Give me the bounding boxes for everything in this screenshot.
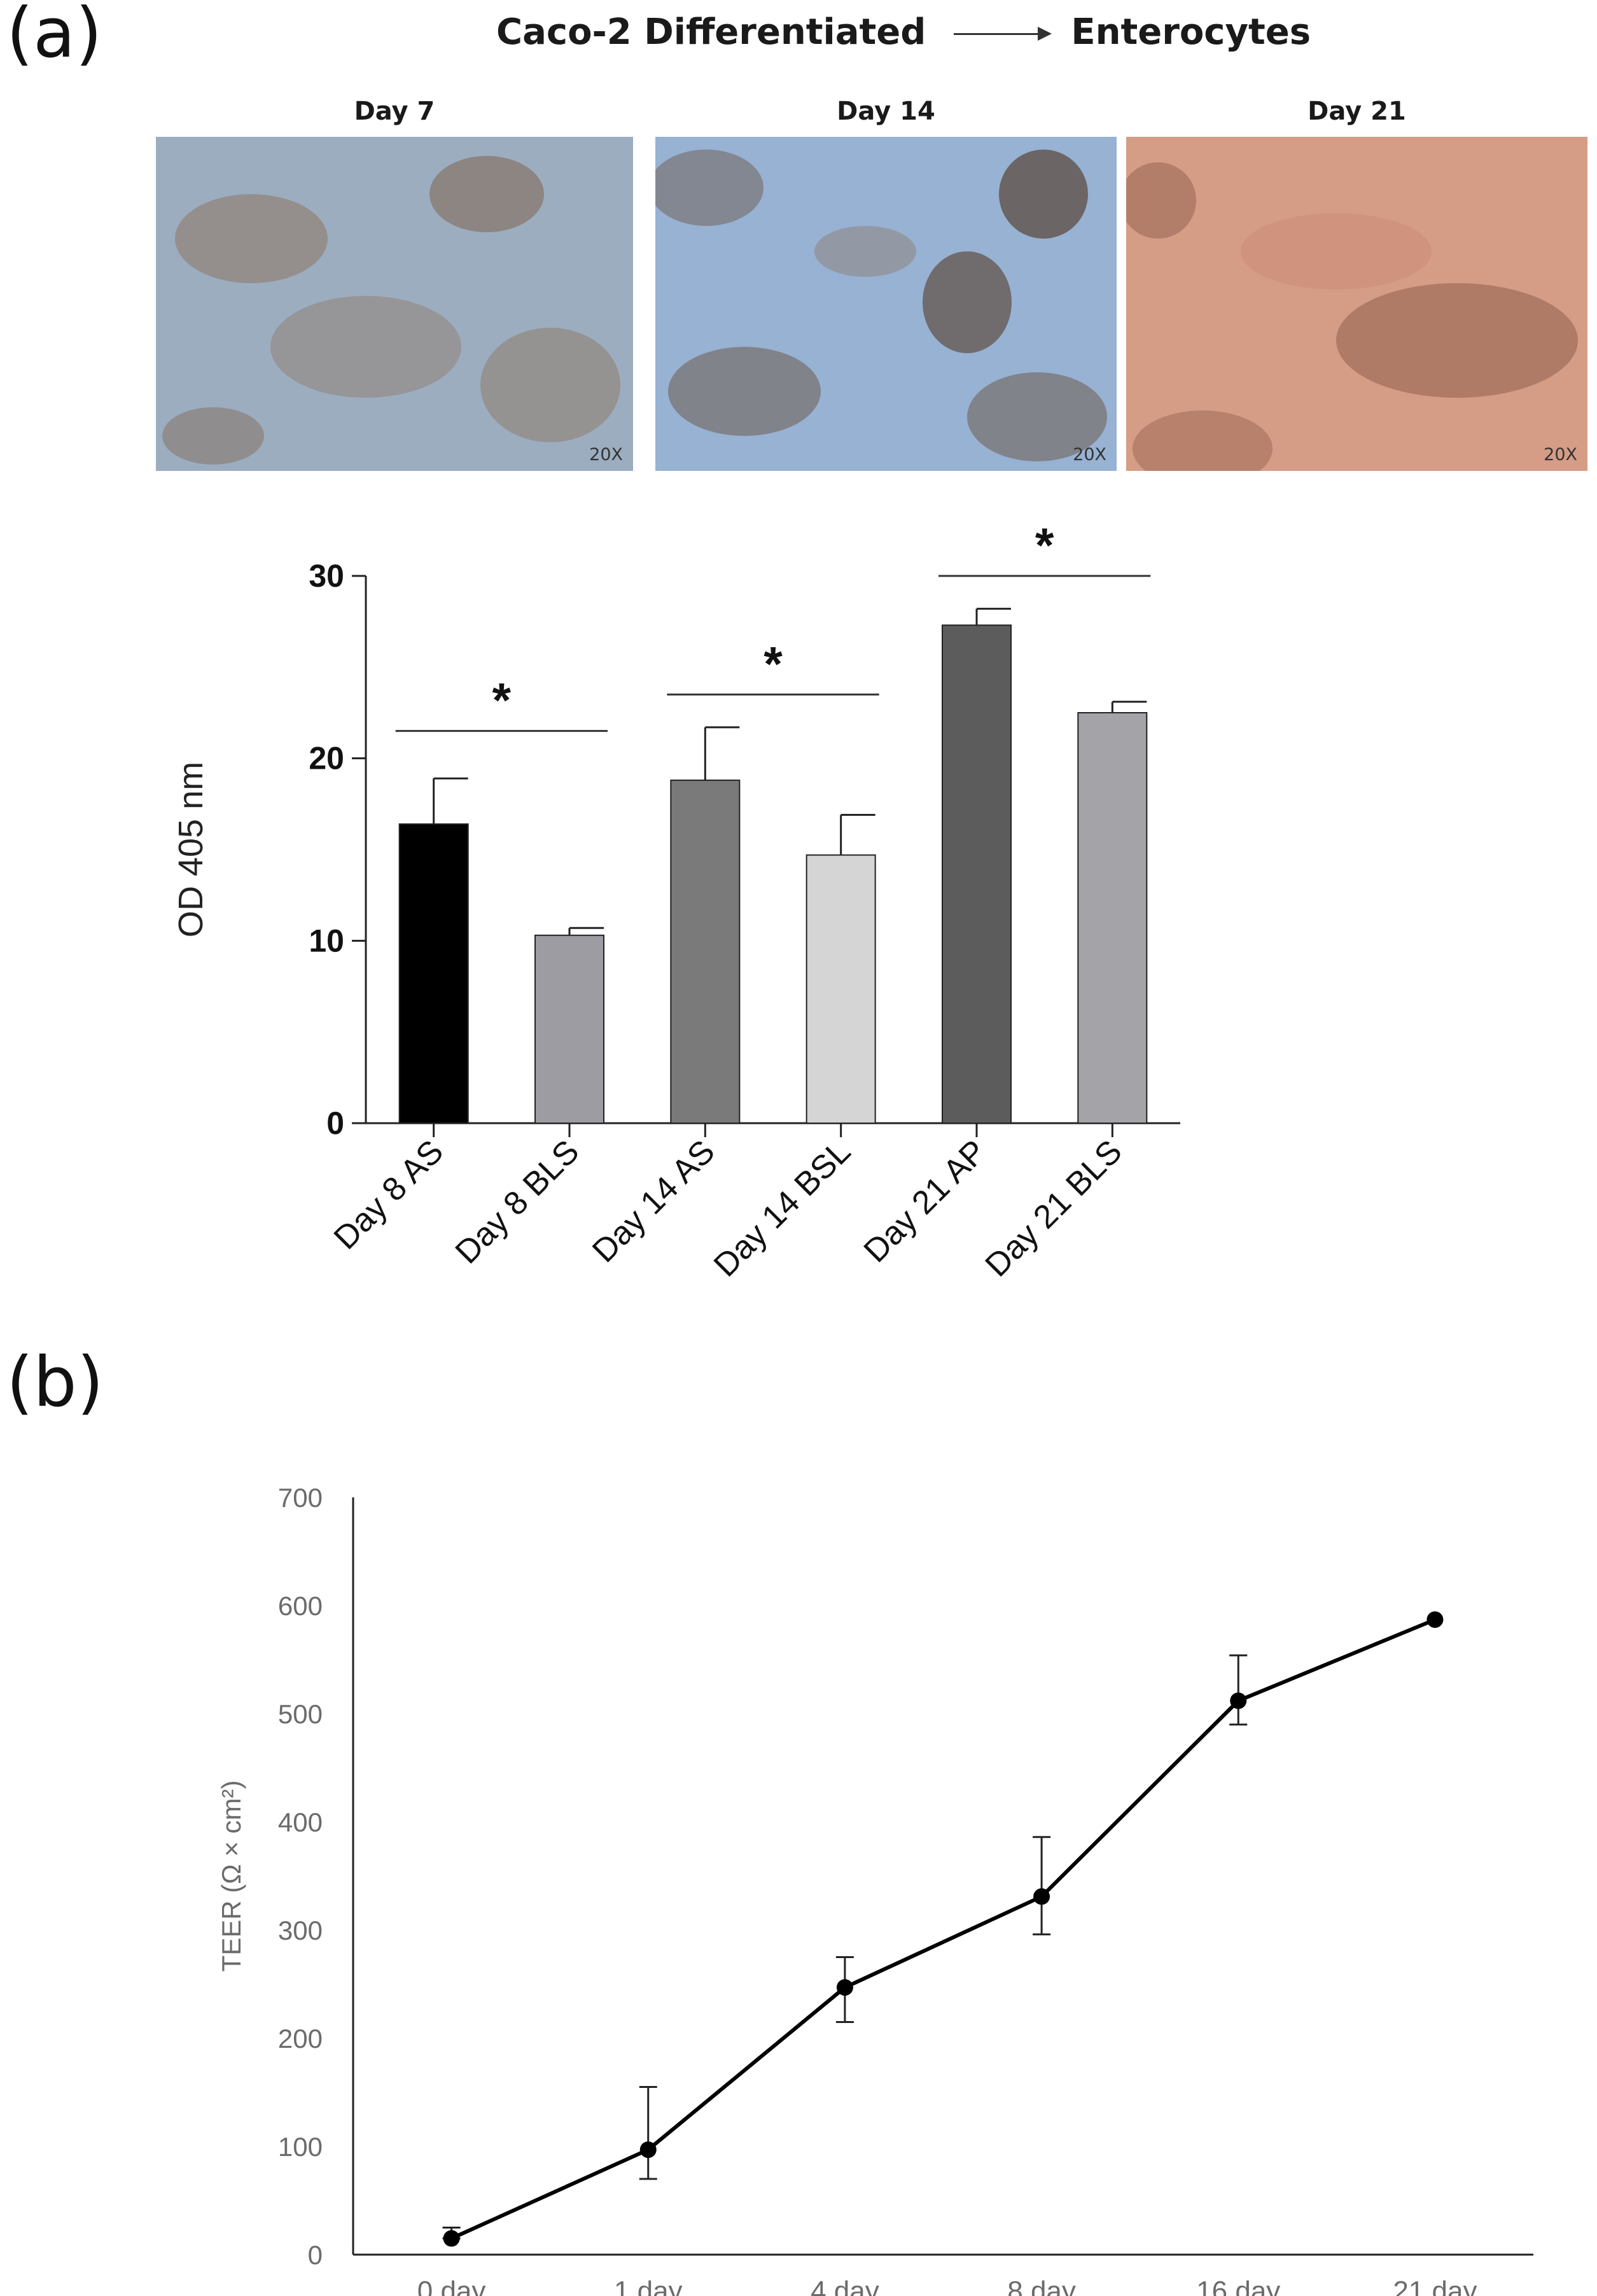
y-tick-label: 400	[278, 1807, 323, 1837]
bar	[1077, 712, 1148, 1124]
x-tick-label: Day 14 AS	[585, 1133, 722, 1270]
bar	[942, 624, 1012, 1124]
data-point	[1230, 1692, 1247, 1709]
y-tick-label: 10	[309, 923, 344, 958]
panel-a-label: (a)	[6, 0, 102, 73]
magnification-label: 20X	[589, 445, 623, 465]
data-point	[836, 1979, 853, 1996]
micrograph-label-day-21: Day 21	[1308, 97, 1406, 126]
stain-blob	[162, 407, 264, 465]
y-axis-label: OD 405 nm	[172, 762, 210, 937]
y-axis-label: TEER (Ω × cm²)	[216, 1781, 246, 1972]
stain-blob	[429, 156, 544, 232]
bar	[670, 780, 741, 1124]
stain-blob	[1241, 213, 1432, 290]
x-tick-label: 1 day	[614, 2276, 683, 2296]
stain-blob	[923, 251, 1012, 353]
y-tick-label: 700	[278, 1483, 323, 1513]
line-chart-axes	[352, 1497, 1533, 2256]
figure-title: Caco-2 Differentiated Enterocytes	[496, 11, 1311, 53]
stain-blob	[480, 328, 620, 442]
x-tick-label: 4 day	[811, 2276, 879, 2296]
micrograph-image-day-21	[1126, 137, 1587, 471]
micrograph-day-21: 20X	[1126, 137, 1587, 471]
figure-title-right: Enterocytes	[1071, 11, 1311, 53]
stain-blob	[175, 194, 328, 283]
y-tick-label: 200	[278, 2024, 323, 2054]
stain-blob	[814, 226, 916, 277]
data-point	[443, 2230, 460, 2247]
bar	[534, 934, 604, 1124]
micrograph-day-7: 20X	[156, 137, 633, 471]
x-tick-label: 0 day	[417, 2276, 486, 2296]
micrograph-label-day-7: Day 7	[354, 97, 435, 126]
x-tick-label: 21 day	[1393, 2276, 1477, 2296]
line-chart-labels: 0 100 200 300 400 500 600 700 TEER (Ω × cm²) 0 da…	[216, 1483, 1477, 2296]
figure-title-left: Caco-2 Differentiated	[496, 11, 926, 53]
data-point	[1426, 1611, 1444, 1628]
stain-blob	[1133, 410, 1273, 471]
micrograph-day-14: 20X	[655, 137, 1117, 471]
data-point	[1033, 1888, 1050, 1905]
y-tick-label: 0	[308, 2240, 323, 2270]
micrograph-image-day-14	[655, 137, 1117, 471]
line-chart-series	[442, 1611, 1444, 2247]
x-tick-label: Day 8 AS	[327, 1133, 450, 1256]
micrograph-background	[156, 137, 633, 471]
panel-b-label: (b)	[6, 1343, 104, 1422]
significance-marker: *	[1035, 519, 1054, 573]
y-tick-label: 600	[278, 1591, 323, 1621]
bar-chart-bars	[398, 608, 1148, 1124]
stain-blob	[1126, 162, 1196, 239]
significance-marker: *	[764, 637, 783, 691]
micrograph-label-day-14: Day 14	[837, 97, 935, 126]
line-chart: 0 100 200 300 400 500 600 700 TEER (Ω × cm²) 0 da…	[216, 1483, 1533, 2296]
x-tick-label: Day 21 BLS	[979, 1133, 1129, 1284]
x-tick-label: Day 8 BLS	[449, 1133, 587, 1271]
stain-blob	[1336, 283, 1578, 398]
x-tick-label: Day 21 AP	[857, 1133, 994, 1270]
y-tick-label: 100	[278, 2132, 323, 2162]
y-tick-label: 500	[278, 1699, 323, 1729]
micrograph-image-day-7	[156, 137, 633, 471]
magnification-label: 20X	[1073, 445, 1106, 465]
bar	[398, 823, 469, 1124]
x-tick-label: 16 day	[1196, 2276, 1280, 2296]
stain-blob	[270, 296, 461, 398]
right-arrow-icon	[954, 27, 1052, 41]
stain-blob	[655, 150, 764, 226]
y-tick-label: 300	[278, 1915, 323, 1945]
stain-blob	[999, 150, 1088, 239]
y-tick-label: 30	[309, 558, 344, 594]
series-line	[450, 1618, 1436, 2241]
y-tick-label: 20	[309, 741, 344, 776]
data-point	[639, 2141, 657, 2159]
bar	[805, 854, 876, 1124]
bar-chart-significance: * * *	[395, 519, 1151, 732]
significance-marker: *	[492, 674, 512, 728]
stain-blob	[668, 347, 821, 436]
x-tick-label: 8 day	[1007, 2276, 1076, 2296]
stain-blob	[967, 372, 1107, 461]
y-tick-label: 0	[326, 1105, 344, 1141]
bar-chart-axes	[352, 575, 1180, 1137]
x-tick-label: Day 14 BSL	[707, 1133, 858, 1284]
magnification-label: 20X	[1544, 445, 1577, 465]
